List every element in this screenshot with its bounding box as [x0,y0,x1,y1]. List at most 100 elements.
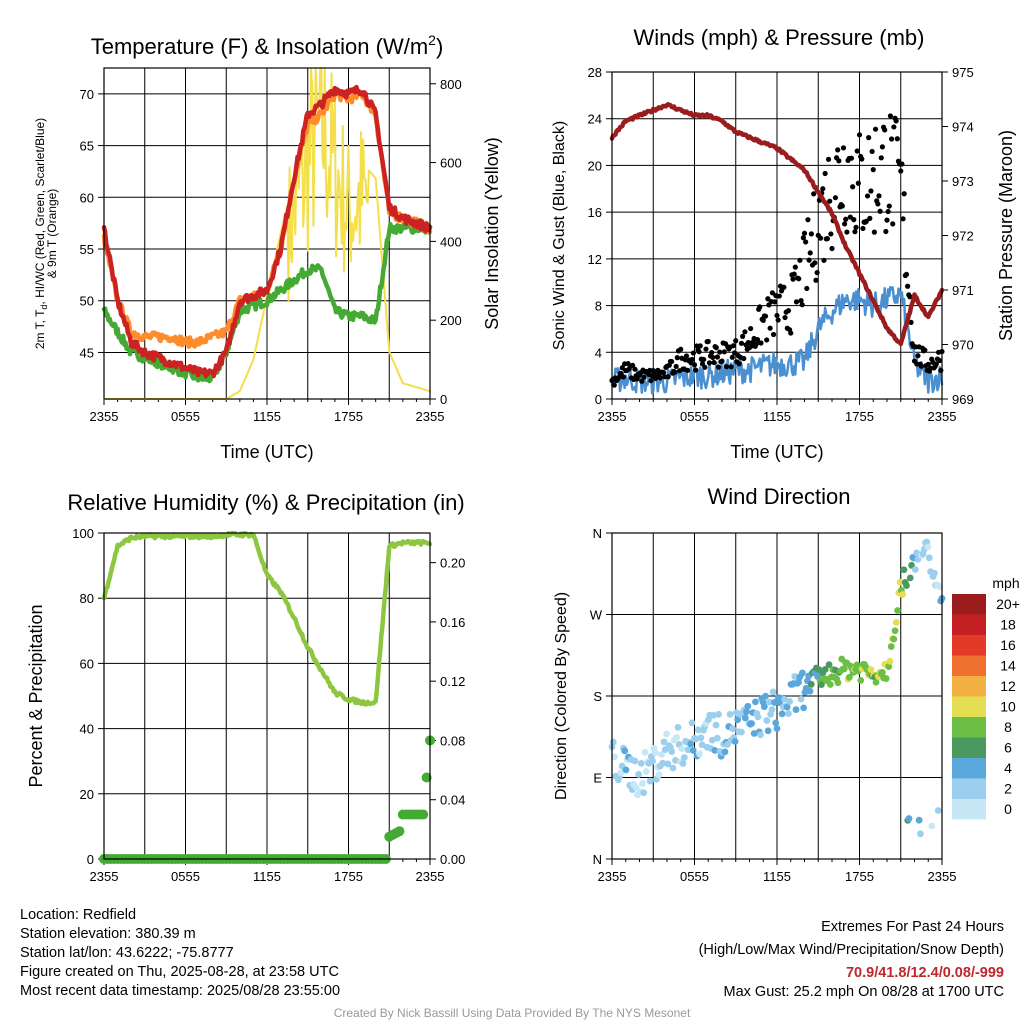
gust-point [835,147,841,153]
gust-point [875,201,881,207]
gust-point [781,284,787,290]
direction-point [906,574,914,582]
direction-point [807,680,815,688]
direction-point [752,698,759,706]
direction-point [611,753,618,761]
direction-point [781,695,789,703]
gust-point [822,170,828,177]
y2-tick-label: 973 [952,174,974,189]
legend-swatch [952,655,986,676]
gust-point [811,191,817,197]
legend-label: 10 [1000,699,1016,715]
direction-point [763,717,771,724]
gust-point [915,353,921,359]
direction-point [757,731,764,739]
direction-point [688,719,696,727]
x-tick-label: 1155 [253,409,281,424]
series-line-td [101,221,433,384]
gust-point [798,298,804,304]
direction-point [649,757,657,765]
station-info: Location: Redfield Station elevation: 38… [20,906,340,1001]
y-tick-label: N [593,526,602,541]
gust-point [922,347,928,353]
gust-point [619,365,625,371]
gust-point [848,155,855,161]
direction-point [659,759,667,767]
direction-point [712,721,720,729]
plot-border [103,67,431,400]
gust-point [856,132,863,138]
gust-point [908,319,914,325]
gust-point [933,361,939,367]
direction-point [886,657,894,665]
gust-point [764,337,770,343]
gust-point [797,257,803,263]
gust-point [776,293,782,299]
gust-point [702,364,708,370]
gust-point [851,217,857,223]
humidity-chart: 0 20 40 60 80 100 0.00 0.04 0.08 0.12 0.16 0.20 2355… [26,490,465,884]
gust-point [886,203,892,209]
precipitation-point [421,772,432,783]
x-tick-label: 2355 [598,869,627,884]
direction-point [786,698,794,705]
x-tick-label: 2355 [90,409,119,424]
gust-point [869,148,875,155]
direction-point [917,830,924,838]
gust-point [767,325,773,331]
gust-point [938,367,944,373]
direction-point [692,735,700,743]
title-end: ) [436,34,443,59]
gust-point [740,333,746,339]
gust-point [821,257,827,263]
gust-point [872,126,879,132]
x-tick-label: 1755 [334,869,363,884]
gust-point [803,239,809,245]
recent-data-text: Most recent data timestamp: 2025/08/28 2… [20,983,341,999]
chart-title: Temperature (F) & Insolation (W/m2) [91,32,444,59]
gust-point [832,195,839,201]
gust-point [806,257,812,263]
x-tick-label: 2355 [598,409,627,424]
legend-title: mph [992,575,1019,591]
direction-point [711,747,719,754]
direction-point [887,643,895,650]
gust-point [937,357,943,364]
gust-point [850,184,856,190]
gust-point [714,354,721,360]
credit-text: Created By Nick Bassill Using Data Provi… [333,1006,691,1020]
gust-point [639,378,645,384]
gust-point [824,236,831,242]
direction-point [731,738,739,745]
direction-point [826,681,834,688]
gust-point [876,193,882,199]
y-axis-label: Percent & Precipitation [26,604,46,787]
gust-point [907,294,913,300]
max-gust-text: Max Gust: 25.2 mph On 08/28 at 1700 UTC [723,984,1004,1000]
gust-point [683,353,690,359]
direction-point [689,746,697,754]
plot-border [611,532,943,860]
gust-point [825,156,832,162]
extremes-subtitle: (High/Low/Max Wind/Precipitation/Snow De… [698,942,1004,958]
direction-point [885,663,893,670]
x-tick-label: 1755 [334,409,363,424]
station-pressure-line [609,102,945,347]
gust-point [634,376,640,382]
chart-title: Wind Direction [707,484,850,509]
gust-point [730,343,737,349]
direction-point [678,745,686,753]
direction-point [925,554,933,562]
gust-point [900,216,906,222]
y-tick-label: 4 [595,345,602,360]
y2-tick-label: 974 [952,120,974,135]
y2-tick-label: 0.08 [440,733,465,748]
gust-point [820,186,826,192]
gust-point [812,260,818,266]
series-line-2m-t [101,84,433,379]
direction-point [899,591,907,598]
direction-point [651,749,659,757]
y-tick-label: 12 [588,252,602,267]
gust-point [844,229,850,235]
direction-point [660,738,668,746]
